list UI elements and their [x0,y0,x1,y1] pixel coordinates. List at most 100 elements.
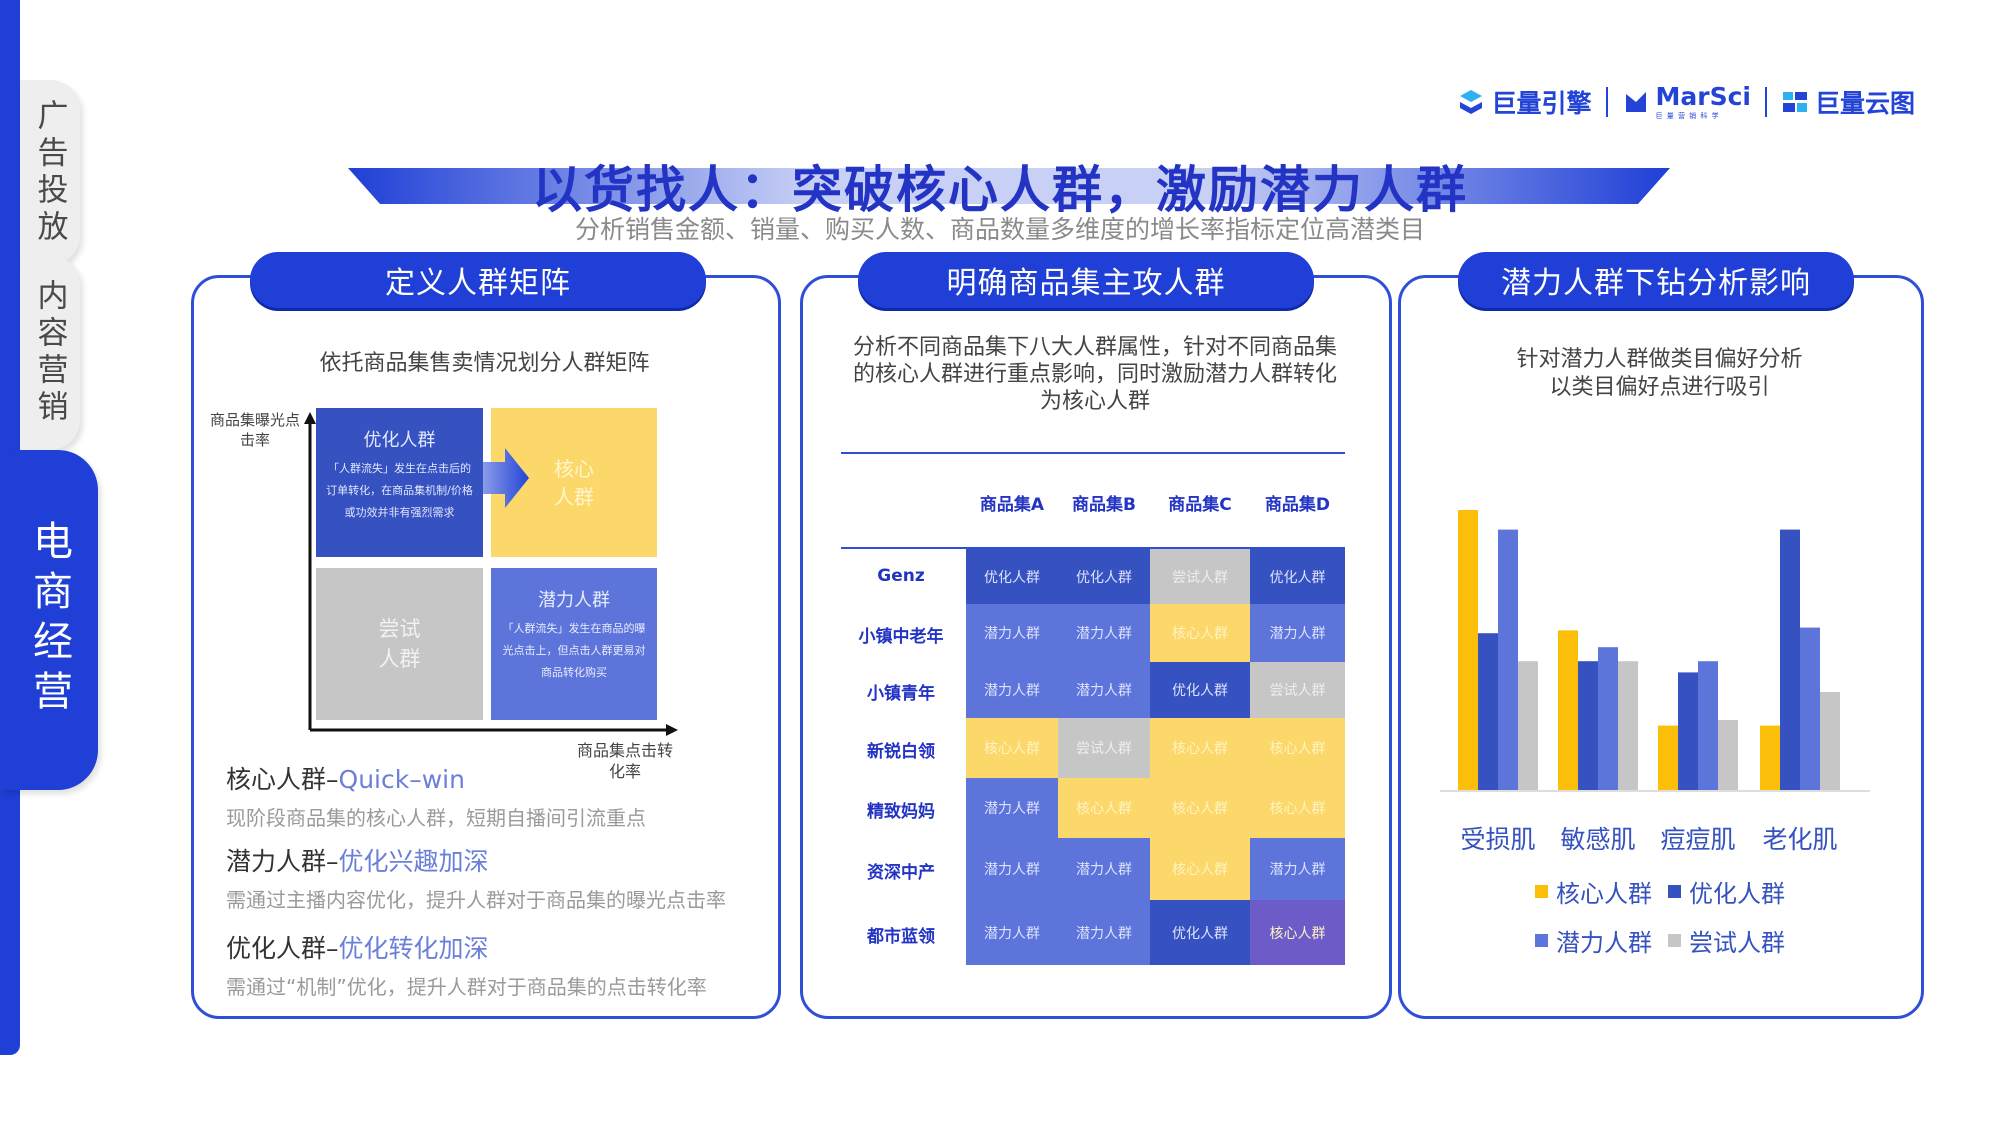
grid-cell: 核心人群 [1150,838,1250,900]
panel3-header: 潜力人群下钻分析影响 [1458,252,1854,308]
sidebar-tab-content[interactable]: 内容营销 [20,255,80,450]
grid-cell: 优化人群 [1150,900,1250,965]
chart-bar [1698,661,1718,790]
grid-column-header: 商品集B [1072,495,1136,515]
grid-cell: 核心人群 [1250,900,1345,965]
grid-cell: 核心人群 [1058,778,1150,838]
grid-row-label: 精致妈妈 [867,802,935,822]
sidebar-tab-ecommerce[interactable]: 电商经营 [0,450,98,790]
marsci-text: MarSci [1655,82,1751,111]
divider [841,452,1345,454]
note-highlight: 优化兴趣加深 [338,847,489,876]
panel2-description: 分析不同商品集下八大人群属性，针对不同商品集的核心人群进行重点影响，同时激励潜力… [852,335,1337,414]
legend-item: 核心人群 [1535,874,1652,909]
legend-swatch [1535,885,1548,898]
grid-row-label: 小镇青年 [867,684,935,704]
grid-cell: 核心人群 [1150,718,1250,778]
panel-define-matrix [191,275,781,1019]
chart-legend: 核心人群 优化人群潜力人群 尝试人群 [1535,874,1815,958]
chart-bar [1800,627,1820,790]
note-highlight: Quick–win [338,765,465,794]
chart-bar [1478,633,1498,790]
chart-bar [1598,647,1618,790]
chart-bar [1678,672,1698,790]
grid-cell: 核心人群 [1250,718,1345,778]
matrix-cell-potential: 潜力人群 「人群流失」发生在商品的曝光点击上，但点击人群更易对商品转化购买 [491,568,657,720]
note-label: 优化人群– [226,934,339,963]
grid-row-label: 资深中产 [867,863,935,883]
marsci-logo: MarSci 巨 量 营 销 科 学 [1622,82,1751,121]
legend-label: 潜力人群 [1556,929,1652,957]
legend-label: 优化人群 [1689,880,1785,908]
grid-cell: 潜力人群 [966,778,1058,838]
matrix-cell-body: 「人群流失」发生在点击后的订单转化，在商品集机制/价格或功效并非有强烈需求 [326,462,473,519]
grid-cell: 核心人群 [1150,604,1250,662]
yuntu-logo: 巨量云图 [1781,84,1915,120]
chart-bar [1618,661,1638,790]
legend-swatch [1535,934,1548,947]
marsci-subtext: 巨 量 营 销 科 学 [1655,112,1720,120]
title-ribbon [348,168,1670,204]
matrix-cell-title: 核心人群 [554,456,594,509]
brand-logos: 巨量引擎 MarSci 巨 量 营 销 科 学 巨量云图 [1457,82,1915,121]
matrix-cell-body: 「人群流失」发生在商品的曝光点击上，但点击人群更易对商品转化购买 [502,622,646,679]
legend-swatch [1668,934,1681,947]
matrix-cell-optimize: 优化人群 「人群流失」发生在点击后的订单转化，在商品集机制/价格或功效并非有强烈… [316,408,483,557]
matrix-axes [304,412,678,736]
grid-cell: 优化人群 [966,549,1058,605]
chart-bar [1518,661,1538,790]
grid-column-header: 商品集C [1168,495,1232,515]
matrix-cell-title: 优化人群 [363,430,436,451]
legend-label: 核心人群 [1556,880,1652,908]
note-core: 核心人群–Quick–win 现阶段商品集的核心人群，短期自播间引流重点 [226,760,646,831]
matrix-cell-title: 潜力人群 [538,590,610,611]
chart-category-label: 痘痘肌 [1660,825,1736,854]
grid-cell: 潜力人群 [1058,838,1150,900]
chart-bar [1658,725,1678,790]
panel3-description: 针对潜力人群做类目偏好分析 以类目偏好点进行吸引 [1398,346,1921,402]
chart-bar [1498,529,1518,790]
grid-row-label: 都市蓝领 [867,926,935,947]
note-desc: 现阶段商品集的核心人群，短期自播间引流重点 [226,806,646,830]
grid-cell: 尝试人群 [1058,718,1150,778]
page-title: 以货找人：突破核心人群，激励潜力人群 [532,161,1468,219]
sidebar-tab-label: 电商经营 [26,520,72,720]
panel3-desc-line: 以类目偏好点进行吸引 [1549,375,1770,400]
note-label: 潜力人群– [226,847,339,876]
matrix-y-axis-label: 商品集曝光点击率 [210,411,301,449]
grid-row-label: 新锐白领 [867,742,935,762]
note-desc: 需通过主播内容优化，提升人群对于商品集的曝光点击率 [226,888,726,912]
grid-divider [841,547,1345,549]
grid-cell: 潜力人群 [1058,900,1150,965]
yuntu-text: 巨量云图 [1814,88,1915,118]
sidebar-tab-label: 广告投放 [31,98,68,247]
sidebar-tab-ads[interactable]: 广告投放 [20,80,80,265]
yuntu-icon [1782,91,1807,112]
oceanengine-icon [1460,89,1483,114]
legend-label: 尝试人群 [1689,929,1785,957]
grid-cell: 核心人群 [966,718,1058,778]
grid-row-label: 小镇中老年 [858,627,944,647]
legend-item: 潜力人群 [1535,923,1652,958]
chart-category-label: 老化肌 [1762,825,1838,854]
legend-item: 优化人群 [1668,874,1785,909]
grid-column-header: 商品集A [979,495,1045,515]
note-highlight: 优化转化加深 [338,934,489,963]
chart-bar [1760,725,1780,790]
panel1-description: 依托商品集售卖情况划分人群矩阵 [319,351,650,376]
chart-bar [1558,630,1578,790]
grid-cell: 核心人群 [1150,778,1250,838]
logo-divider [1605,86,1608,117]
grid-row-label: Genz [877,566,925,586]
note-optimize: 优化人群–优化转化加深 需通过“机制”优化，提升人群对于商品集的点击转化率 [226,929,707,1000]
chart-category-label: 受损肌 [1460,825,1536,854]
grid-column-header: 商品集D [1264,495,1331,515]
grid-cell: 潜力人群 [966,662,1058,718]
logo-divider [1764,86,1767,117]
grid-cell: 潜力人群 [966,900,1058,965]
matrix-x-axis-label: 商品集点击转化率 [576,741,673,781]
matrix-cell-title: 尝试人群 [378,617,421,671]
grid-cell: 核心人群 [1250,778,1345,838]
sidebar-tab-label: 内容营销 [31,278,68,427]
chart-bar [1578,661,1598,790]
